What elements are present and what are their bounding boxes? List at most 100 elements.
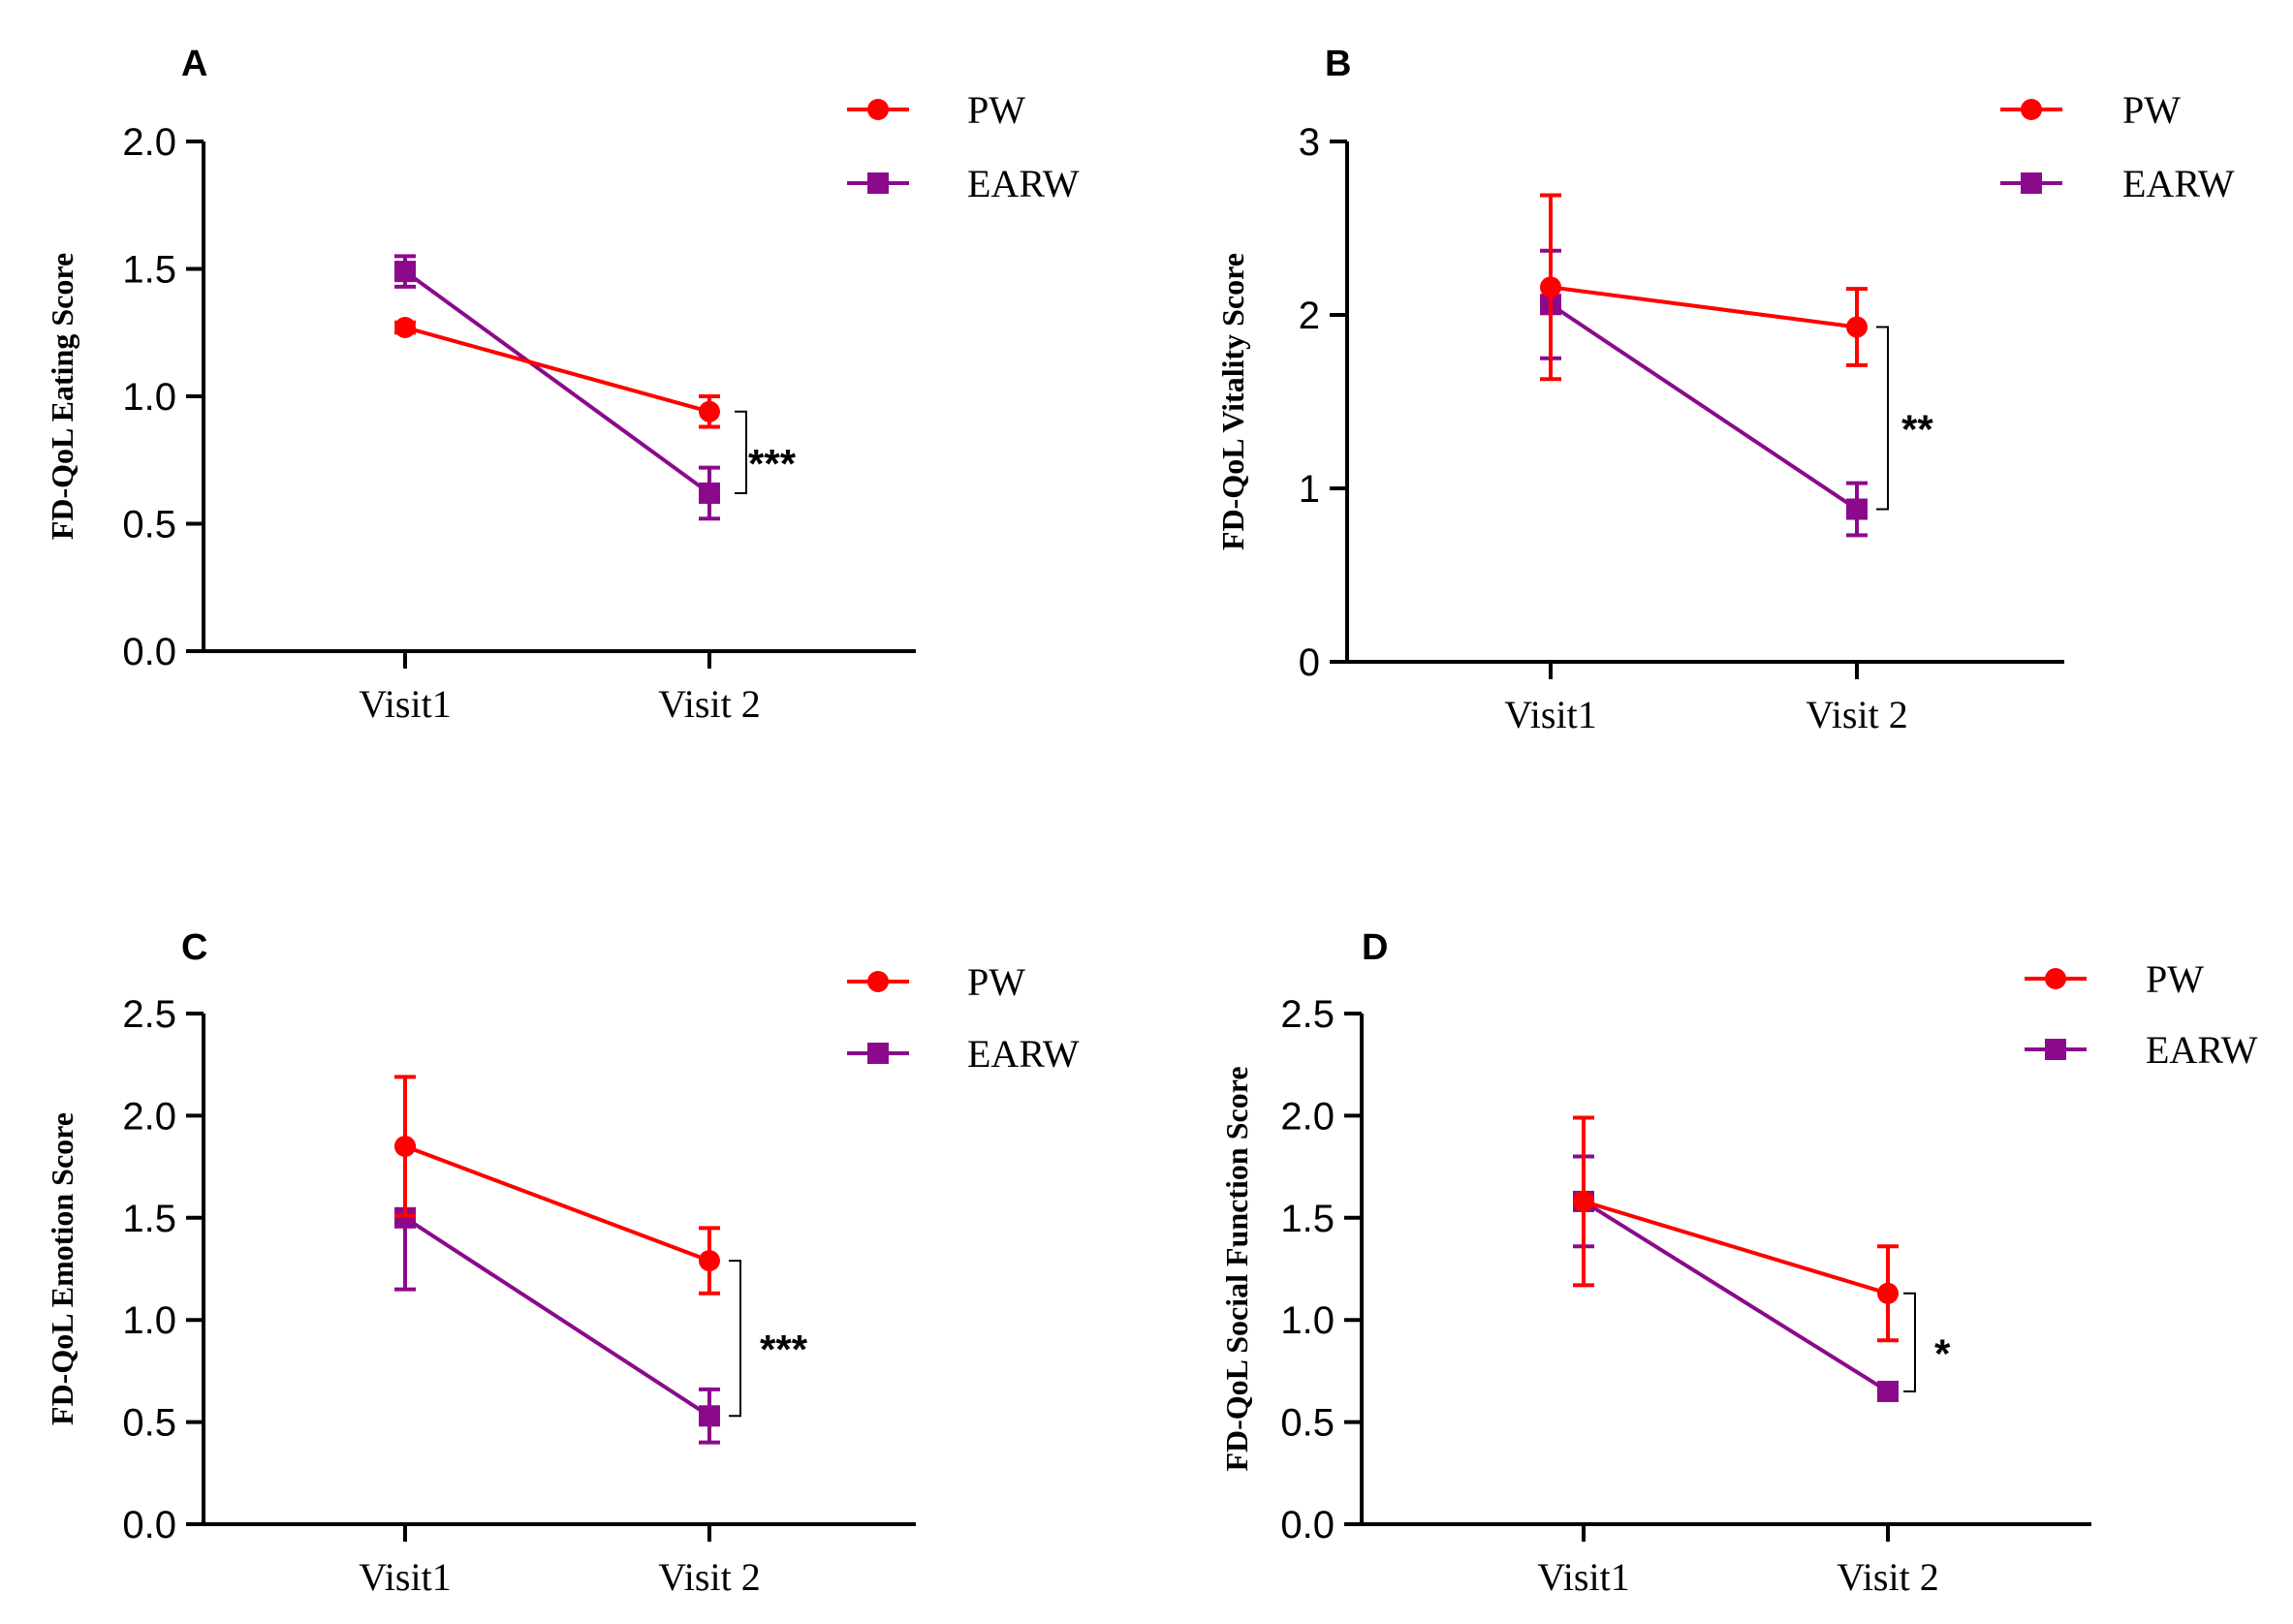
legend-marker — [867, 172, 889, 194]
y-tick-label: 1 — [1299, 468, 1320, 511]
y-tick-label: 0.0 — [122, 1504, 176, 1546]
legend-marker — [867, 971, 889, 992]
legend-marker — [2021, 99, 2042, 120]
series-earw — [394, 1144, 720, 1445]
y-tick-label: 2.0 — [122, 1095, 176, 1138]
y-tick-label: 3 — [1299, 121, 1320, 164]
data-point-earw-2 — [699, 482, 720, 504]
legend-entry-earw: EARW — [2000, 162, 2235, 205]
series-earw — [1573, 1154, 1899, 1402]
y-tick-label: 2.0 — [122, 121, 176, 164]
series-line-pw — [1583, 1200, 1889, 1296]
data-point-pw-1 — [394, 316, 416, 338]
legend-label: PW — [2146, 957, 2204, 1001]
series-earw — [394, 254, 720, 521]
panel-letter-a: A — [181, 44, 207, 84]
significance-bracket — [729, 1260, 741, 1418]
y-axis-title: FD-QoL Emotion Score — [45, 1112, 79, 1425]
data-point-earw-2 — [1846, 498, 1868, 520]
y-tick-label: 1.5 — [122, 1198, 176, 1240]
legend-entry-pw: PW — [847, 88, 1025, 132]
data-point-pw-1 — [1540, 276, 1561, 298]
series-pw — [394, 1075, 720, 1296]
y-tick-label: 1.0 — [122, 1299, 176, 1342]
legend-label: PW — [967, 88, 1025, 132]
series-line-earw — [1582, 1200, 1890, 1393]
y-tick-label: 2.0 — [1280, 1095, 1335, 1138]
data-point-earw-2 — [1877, 1380, 1899, 1402]
data-point-pw-2 — [1877, 1282, 1899, 1304]
x-tick-label: Visit1 — [359, 682, 451, 726]
panel-letter-d: D — [1362, 927, 1388, 968]
series-line-earw — [403, 269, 711, 495]
y-tick-label: 0.5 — [122, 1402, 176, 1445]
y-axis-title: FD-QoL Social Function Score — [1219, 1066, 1254, 1471]
series-line-pw — [404, 326, 710, 414]
data-point-pw-1 — [1573, 1190, 1594, 1212]
significance-bracket — [1876, 326, 1889, 511]
data-point-pw-2 — [1846, 316, 1868, 338]
series-pw — [394, 316, 720, 429]
panel-letter-b: B — [1325, 44, 1351, 84]
chart-panel-d: D 0.0 0.5 1.0 1.5 2.0 2.5 Visit1 Visit 2 FD-QoL S… — [1219, 927, 2258, 1599]
legend-marker — [2045, 1039, 2066, 1060]
legend-label: EARW — [967, 162, 1080, 205]
legend-marker — [867, 99, 889, 120]
significance-bracket — [1903, 1292, 1916, 1392]
panel-letter-c: C — [181, 927, 207, 968]
x-tick-label: Visit 2 — [1806, 693, 1907, 736]
significance-label: *** — [748, 441, 797, 486]
y-tick-label: 1.0 — [1280, 1299, 1335, 1342]
chart-panel-b: B 0 1 2 3 Visit1 Visit 2 FD-QoL Vitality Score *… — [1215, 44, 2235, 736]
significance-bracket — [735, 410, 747, 494]
legend-label: EARW — [967, 1032, 1080, 1076]
legend-entry-pw: PW — [2025, 957, 2204, 1001]
legend-label: EARW — [2122, 162, 2235, 205]
x-tick-label: Visit 2 — [1837, 1555, 1938, 1599]
legend-entry-pw: PW — [2000, 88, 2181, 132]
legend-label: PW — [2122, 88, 2181, 132]
y-axis-title: FD-QoL Vitality Score — [1215, 253, 1250, 550]
y-tick-label: 2.5 — [1280, 993, 1335, 1036]
y-tick-label: 0.0 — [122, 631, 176, 673]
x-tick-label: Visit 2 — [658, 682, 760, 726]
legend-entry-pw: PW — [847, 960, 1025, 1004]
series-line-earw — [1549, 302, 1859, 512]
legend-marker — [867, 1043, 889, 1064]
significance-label: *** — [760, 1327, 808, 1372]
legend-label: EARW — [2146, 1028, 2258, 1072]
y-tick-label: 1.5 — [122, 249, 176, 292]
x-tick-label: Visit1 — [1537, 1555, 1629, 1599]
data-point-pw-1 — [394, 1136, 416, 1158]
y-tick-label: 0.5 — [1280, 1402, 1335, 1445]
x-tick-label: Visit 2 — [658, 1555, 760, 1599]
chart-panel-c: C 0.0 0.5 1.0 1.5 2.0 2.5 Visit1 Visit 2 FD-QoL E… — [45, 927, 1080, 1599]
y-tick-label: 0.5 — [122, 504, 176, 547]
y-tick-label: 1.0 — [122, 376, 176, 419]
y-axis-title: FD-QoL Eating Score — [45, 253, 79, 540]
series-pw — [1573, 1115, 1899, 1343]
data-point-earw-1 — [394, 1206, 416, 1229]
y-tick-label: 2.5 — [122, 993, 176, 1036]
y-tick-label: 1.5 — [1280, 1198, 1335, 1240]
data-point-pw-2 — [699, 400, 720, 422]
legend-entry-earw: EARW — [847, 1032, 1080, 1076]
y-tick-label: 0.0 — [1280, 1504, 1335, 1546]
data-point-pw-2 — [699, 1250, 720, 1272]
data-point-earw-2 — [699, 1405, 720, 1427]
x-tick-label: Visit1 — [1504, 693, 1596, 736]
series-line-earw — [403, 1216, 711, 1418]
y-tick-label: 0 — [1299, 641, 1320, 684]
series-pw — [1540, 193, 1868, 382]
legend-entry-earw: EARW — [847, 162, 1080, 205]
legend-marker — [2045, 968, 2066, 989]
x-tick-label: Visit1 — [359, 1555, 451, 1599]
chart-panel-a: A 0.0 0.5 1.0 1.5 2.0 Visit1 Visit 2 FD-QoL Eati… — [45, 44, 1080, 726]
legend-entry-earw: EARW — [2025, 1028, 2258, 1072]
significance-label: ** — [1901, 407, 1933, 453]
legend-label: PW — [967, 960, 1025, 1004]
series-line-pw — [404, 1144, 710, 1263]
significance-label: * — [1934, 1330, 1951, 1376]
series-line-pw — [1550, 285, 1858, 329]
